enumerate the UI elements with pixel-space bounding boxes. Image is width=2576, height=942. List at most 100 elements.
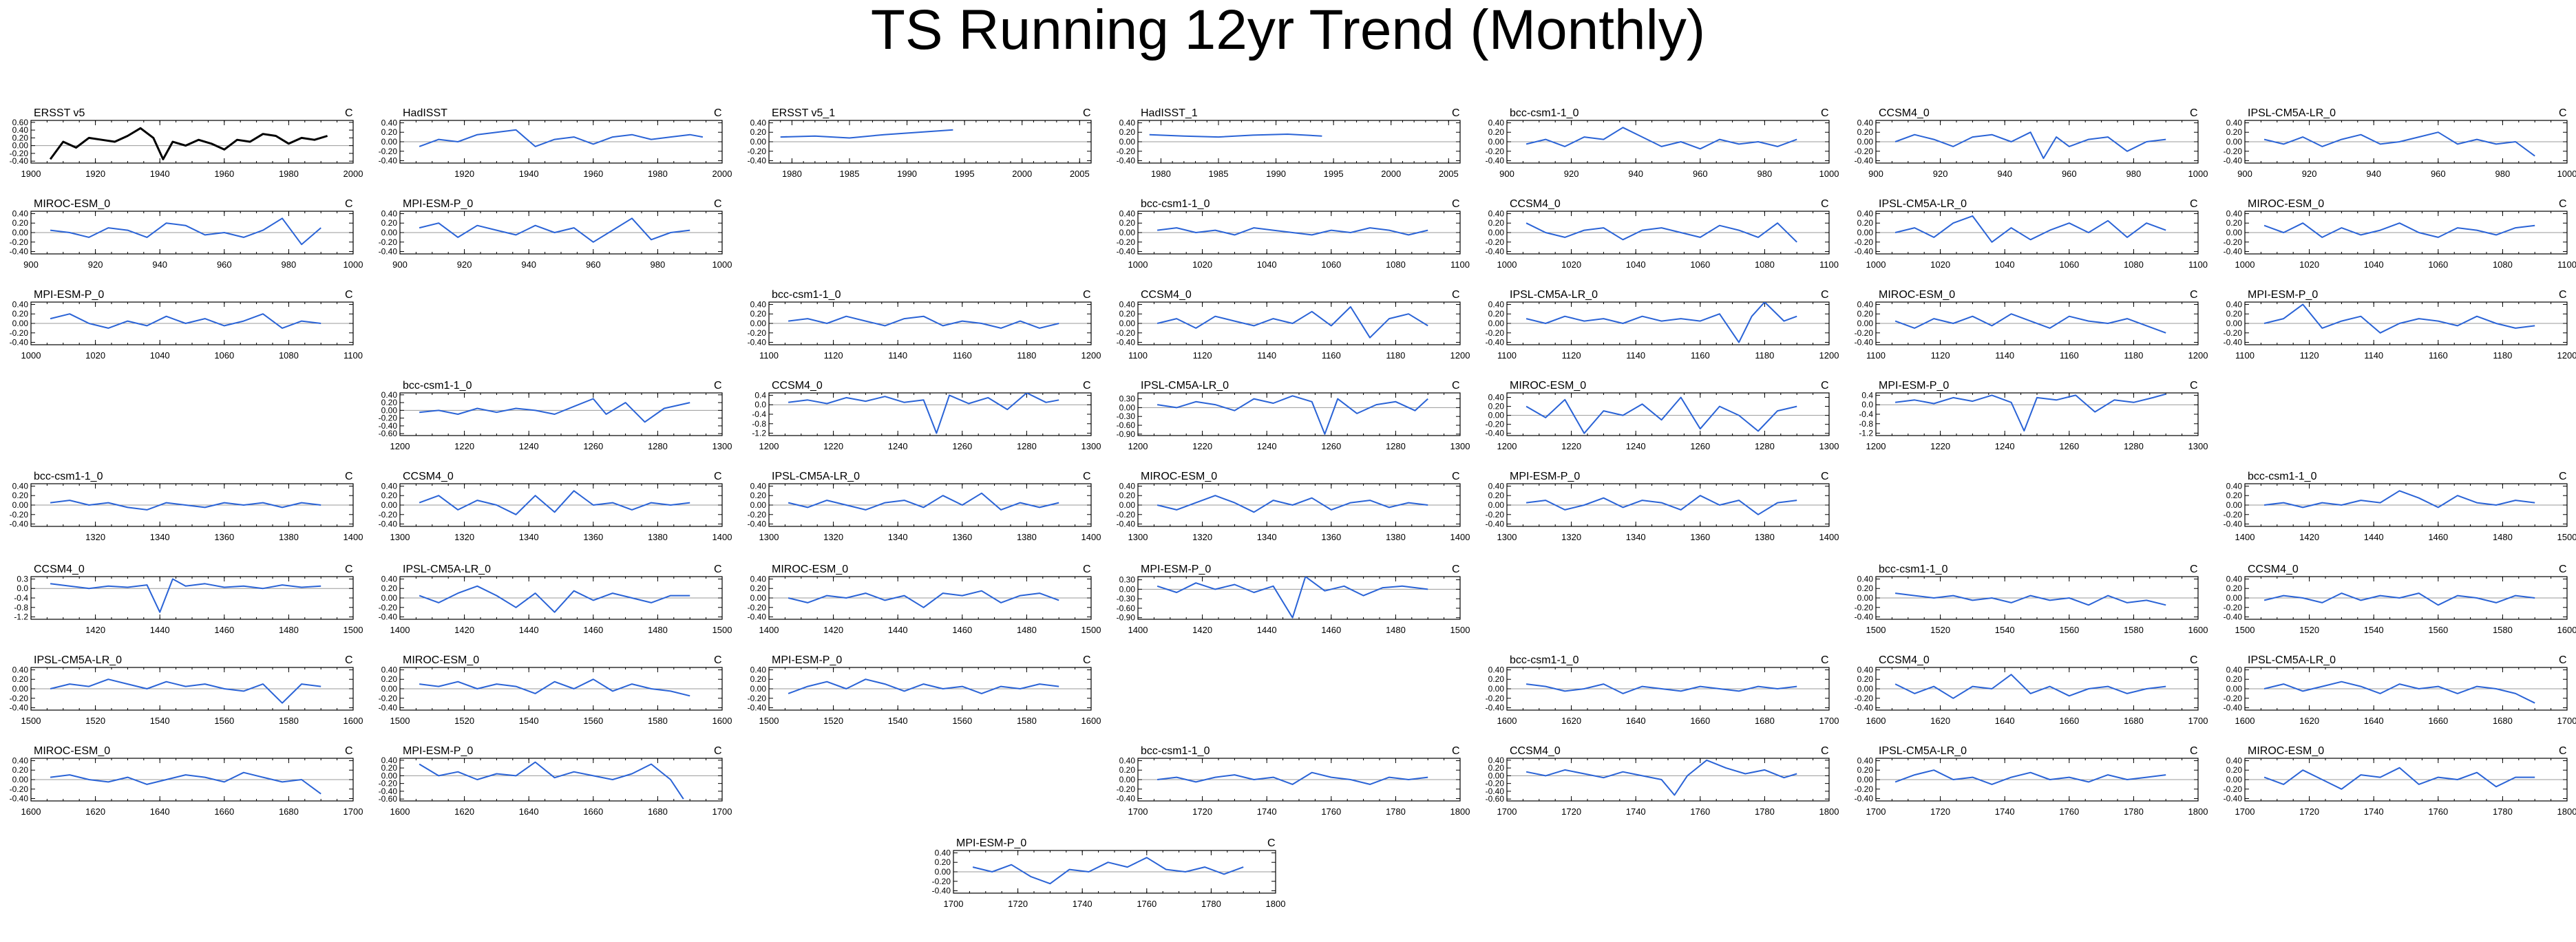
y-tick-label: -0.20 [2224,603,2243,612]
x-tick-label: 1300 [1497,532,1517,542]
plot-frame [399,392,723,436]
panel-23: MPI-ESM-P_0 C -1.2-0.8-0.40.00.4 1200 1220 12… [1859,380,2208,451]
y-tick-label: 0.40 [1488,481,1505,491]
x-tick-label: 1600 [2557,625,2576,635]
plot-frame [30,667,354,711]
y-tick-label: -0.20 [932,877,951,886]
x-tick-label: 920 [2302,169,2317,179]
x-tick-label: 1480 [279,625,299,635]
series-line [1157,306,1428,339]
panel-unit: C [2559,564,2567,575]
y-tick-label: 0.00 [12,319,29,328]
series-line [50,313,321,329]
x-tick-label: 1080 [279,350,299,361]
panel-unit: C [1083,564,1091,575]
x-tick-label: 900 [1868,169,1883,179]
y-tick-label: -0.8 [1859,419,1873,429]
x-tick-label: 1060 [2428,259,2448,270]
y-tick-label: -0.40 [1855,247,1874,257]
panel-unit: C [714,654,722,666]
y-tick-label: -0.4 [752,409,766,419]
y-tick-label: -0.60 [379,794,398,804]
panel-title: IPSL-CM5A-LR_0 [1879,745,1967,757]
panel-39: bcc-csm1-1_0 C -0.40-0.200.000.200.40 1600 1… [1486,654,1839,726]
x-tick-label: 1680 [648,806,668,817]
y-tick-label: 0.20 [12,674,29,684]
y-tick-label: -0.40 [2224,612,2243,622]
panel-title: MIROC-ESM_0 [2248,198,2324,210]
series-line [1894,592,2166,606]
plot-frame [1506,758,1830,802]
x-tick-label: 1780 [2493,806,2513,817]
x-tick-label: 1700 [2235,806,2255,817]
panel-unit: C [2190,198,2198,210]
panel-unit: C [1821,198,1829,210]
x-tick-label: 1080 [1386,259,1406,270]
x-tick-label: 1400 [1450,532,1470,542]
y-tick-label: 0.00 [12,500,29,510]
y-tick-label: -0.20 [1486,510,1505,520]
y-tick-label: 0.0 [17,584,28,593]
x-tick-label: 1240 [1626,441,1646,451]
x-tick-label: 1700 [2188,716,2208,726]
y-tick-label: 0.20 [750,584,767,593]
x-tick-label: 1620 [85,806,105,817]
x-tick-label: 1500 [1866,625,1886,635]
y-tick-label: 0.20 [381,127,398,137]
series-line [419,585,690,613]
plot-frame [1875,211,2199,255]
x-tick-label: 1340 [888,532,908,542]
x-tick-label: 1700 [1497,806,1517,817]
panel-32: MIROC-ESM_0 C -0.40-0.200.000.200.40 1400 14… [748,564,1101,635]
y-tick-label: -0.20 [748,510,767,520]
x-tick-label: 1160 [1322,350,1341,361]
y-tick-label: 0.20 [1857,218,1874,228]
series-line [1894,131,2166,160]
series-line [2263,131,2535,157]
series-line [1525,683,1797,694]
y-tick-label: 0.40 [1857,118,1874,127]
x-tick-label: 1680 [2493,716,2513,726]
series-line [1525,222,1797,243]
x-tick-label: 1740 [1257,806,1277,817]
x-tick-label: 1360 [1690,532,1710,542]
x-tick-label: 1420 [85,625,105,635]
panel-unit: C [2559,198,2567,210]
panel-unit: C [1452,198,1460,210]
panel-title: MPI-ESM-P_0 [403,198,473,210]
panel-21: IPSL-CM5A-LR_0 C -0.90-0.60-0.300.000.30 12… [1117,380,1470,451]
series-line [1525,759,1797,796]
x-tick-label: 1540 [519,716,539,726]
x-tick-label: 1600 [390,806,410,817]
y-tick-label: -0.20 [379,237,398,247]
panel-unit: C [2559,471,2567,482]
x-tick-label: 1460 [214,625,234,635]
plot-frame [30,576,354,620]
x-tick-label: 1200 [759,441,779,451]
x-tick-label: 1620 [2299,716,2319,726]
x-tick-label: 1100 [1128,350,1148,361]
x-tick-label: 1000 [21,350,41,361]
x-tick-label: 1760 [1321,806,1341,817]
x-tick-label: 1020 [2299,259,2319,270]
series-line [50,500,321,511]
x-tick-label: 1540 [1995,625,2015,635]
x-tick-label: 1660 [2428,716,2448,726]
panel-27: MIROC-ESM_0 C -0.40-0.200.000.200.40 1300 13… [1117,471,1470,542]
x-tick-label: 900 [1499,169,1514,179]
y-tick-label: -0.40 [1855,612,1874,622]
panel-title: MIROC-ESM_0 [1879,289,1955,301]
x-tick-label: 1440 [150,625,170,635]
y-tick-label: -0.40 [1855,338,1874,347]
x-tick-label: 1060 [1321,259,1341,270]
plot-frame [2244,211,2568,255]
panel-unit: C [1083,654,1091,666]
x-tick-label: 1380 [1017,532,1037,542]
x-tick-label: 1180 [1386,350,1405,361]
x-tick-label: 1990 [897,169,917,179]
y-tick-label: 0.40 [1488,299,1505,309]
x-tick-label: 1140 [2364,350,2383,361]
x-tick-label: 940 [152,259,167,270]
x-tick-label: 1400 [712,532,732,542]
y-tick-label: -0.40 [1486,429,1505,438]
